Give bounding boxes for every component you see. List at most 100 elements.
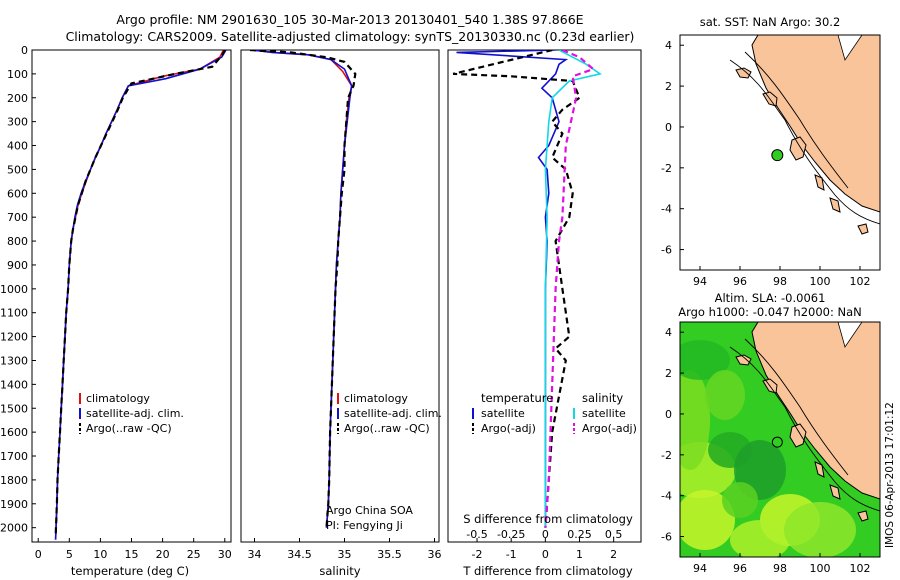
map-lat-label: 2 — [665, 367, 672, 380]
header-line1: Argo profile: NM 2901630_105 30-Mar-2013… — [116, 12, 583, 27]
salinity-x-axis: 34 34.5 35 35.5 36 — [248, 538, 442, 561]
pagai-island-sla — [829, 484, 841, 500]
s-difference-label: S difference from climatology — [463, 512, 633, 526]
salinity-axes-frame — [240, 49, 440, 543]
map-lat-label: -2 — [661, 162, 672, 175]
temperature-tick-label: 30 — [218, 548, 232, 561]
legend-temperature-title: temperature — [481, 391, 553, 405]
sla-patch — [680, 340, 730, 380]
temperature-axes-frame — [31, 49, 232, 543]
map-lon-label: 94 — [693, 562, 707, 575]
siberut-island — [789, 136, 807, 161]
sla-map-title-line2: Argo h1000: -0.047 h2000: NaN — [678, 305, 862, 319]
difference-t-tick-label: 0 — [542, 548, 549, 561]
annotation-pi: PI: Fengying Ji — [326, 519, 403, 532]
series-line-2 — [54, 50, 226, 538]
map-lat-label: -4 — [661, 490, 672, 503]
salinity-panel: 34 34.5 35 35.5 36 salinity climatology satel… — [240, 49, 442, 578]
depth-tick-label: 300 — [7, 116, 28, 129]
difference-lines — [452, 50, 602, 528]
difference-t-tick-label: 1 — [576, 548, 583, 561]
difference-s-tick-label: 0 — [542, 528, 549, 541]
depth-tick-label: 1100 — [0, 307, 28, 320]
temperature-panel: 0100200300400500600700800900100011001200… — [0, 44, 232, 578]
map-lat-label: 0 — [665, 121, 672, 134]
map-lon-label: 98 — [773, 562, 787, 575]
depth-tick-label: 600 — [7, 187, 28, 200]
argo-position-marker — [771, 149, 784, 162]
temperature-tick-label: 20 — [156, 548, 170, 561]
depth-tick-label: 1200 — [0, 331, 28, 344]
legend-salinity-title: salinity — [582, 391, 623, 405]
argo-position-marker-sla — [771, 436, 783, 448]
t-difference-label: T difference from climatology — [462, 564, 633, 578]
temperature-tick-label: 5 — [66, 548, 73, 561]
legend-label: climatology — [86, 392, 150, 405]
sumatra-land — [751, 35, 880, 213]
malay-strait-gap — [837, 35, 863, 61]
map-lon-label: 96 — [733, 275, 747, 288]
series-line-3 — [544, 50, 596, 528]
temperature-tick-label: 0 — [35, 548, 42, 561]
sla-map: Altim. SLA: -0.0061 Argo h1000: -0.047 h… — [661, 291, 881, 575]
legend-label: Argo(..raw -QC) — [344, 422, 430, 435]
map-lon-label: 94 — [693, 275, 707, 288]
difference-axes-frame — [447, 49, 642, 543]
bathymetry-contour-sla — [729, 346, 880, 512]
difference-s-tick-label: 0.5 — [605, 528, 623, 541]
bathymetry-contour-inner-sla — [744, 338, 849, 476]
depth-tick-label: 900 — [7, 259, 28, 272]
depth-tick-label: 1000 — [0, 283, 28, 296]
pagai-island — [829, 197, 841, 213]
series-line-1 — [452, 50, 581, 528]
depth-tick-label: 1600 — [0, 426, 28, 439]
depth-tick-label: 400 — [7, 140, 28, 153]
salinity-xlabel: salinity — [319, 564, 360, 578]
series-line-0 — [251, 50, 353, 528]
legend-label: satellite-adj. clim. — [86, 407, 184, 420]
series-line-0 — [54, 50, 225, 540]
temperature-lines — [54, 50, 227, 540]
map-lon-label: 98 — [773, 275, 787, 288]
map-lat-label: -4 — [661, 203, 672, 216]
depth-axis: 0 100 200 300 400 500 600 700 800 900 1000 1100 1200… — [0, 44, 36, 535]
legend-label: satellite — [582, 407, 626, 420]
temperature-tick-label: 15 — [125, 548, 139, 561]
map-lat-label: -2 — [661, 449, 672, 462]
sst-map-axes: 94 96 98 100 102 4 2 0 -2 -4 -6 — [661, 39, 870, 288]
temperature-legend: climatology satellite-adj. clim. Argo(..ra… — [79, 392, 184, 435]
depth-tick-label: 700 — [7, 211, 28, 224]
depth-tick-label: 1500 — [0, 402, 28, 415]
salinity-lines — [249, 50, 357, 528]
salinity-legend: climatology satellite-adj. clim. Argo(..ra… — [337, 392, 442, 435]
temperature-tick-label: 10 — [93, 548, 107, 561]
salinity-tick-label: 34.5 — [287, 548, 312, 561]
map-lon-label: 100 — [810, 275, 831, 288]
malay-strait-gap-sla — [837, 322, 863, 348]
depth-tick-label: 800 — [7, 235, 28, 248]
legend-label: Argo(-adj) — [582, 422, 637, 435]
salinity-tick-label: 35 — [338, 548, 352, 561]
difference-x-axis: -2 -1 0 1 2 -0.5 -0.25 0 0.25 0.5 — [466, 528, 622, 561]
sla-map-title-line1: Altim. SLA: -0.0061 — [715, 291, 826, 305]
depth-tick-label: 2000 — [0, 522, 28, 535]
sla-patch — [722, 482, 758, 518]
sst-map: sat. SST: NaN Argo: 30.2 94 96 98 100 102 4 2 0… — [661, 15, 881, 288]
temperature-x-axis: 0 5 10 15 20 25 30 — [35, 538, 232, 561]
sla-patch — [680, 490, 735, 550]
imos-credit: IMOS 06-Apr-2013 17:01:12 — [884, 402, 896, 548]
legend-label: satellite-adj. clim. — [344, 407, 442, 420]
depth-tick-label: 0 — [21, 44, 28, 57]
legend-label: Argo(..raw -QC) — [86, 422, 172, 435]
sla-patch — [730, 520, 790, 557]
depth-tick-label: 1300 — [0, 354, 28, 367]
series-line-2 — [544, 50, 602, 528]
enggano-island-sla — [857, 510, 869, 522]
sla-map-axes: 94 96 98 100 102 4 2 0 -2 -4 -6 — [661, 326, 870, 575]
depth-tick-label: 100 — [7, 68, 28, 81]
legend-label: climatology — [344, 392, 408, 405]
difference-s-tick-label: -0.25 — [497, 528, 525, 541]
difference-t-tick-label: 2 — [610, 548, 617, 561]
difference-t-tick-label: -1 — [506, 548, 517, 561]
